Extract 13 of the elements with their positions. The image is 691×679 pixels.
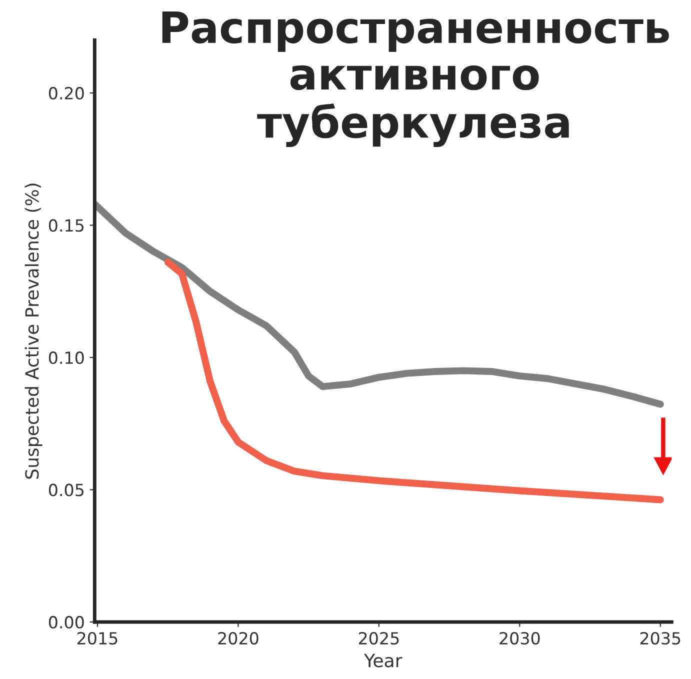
y-tick-label: 0.05 <box>48 484 84 496</box>
y-axis-title: Suspected Active Prevalence (%) <box>24 184 42 479</box>
y-tick-label: 0.15 <box>48 219 84 232</box>
y-tick-label: 0.20 <box>48 86 84 100</box>
x-tick-label: 2030 <box>500 632 540 645</box>
x-axis-title: Year <box>364 654 402 668</box>
x-tick-label: 2020 <box>218 632 258 645</box>
x-tick-label: 2015 <box>77 632 118 645</box>
y-tick-label: 0.00 <box>48 616 84 629</box>
x-tick-label: 2025 <box>358 632 399 645</box>
x-tick-label: 2035 <box>640 632 680 645</box>
y-tick-label: 0.10 <box>48 351 84 364</box>
chart-title: Распространенность активного туберкулеза <box>162 12 669 147</box>
